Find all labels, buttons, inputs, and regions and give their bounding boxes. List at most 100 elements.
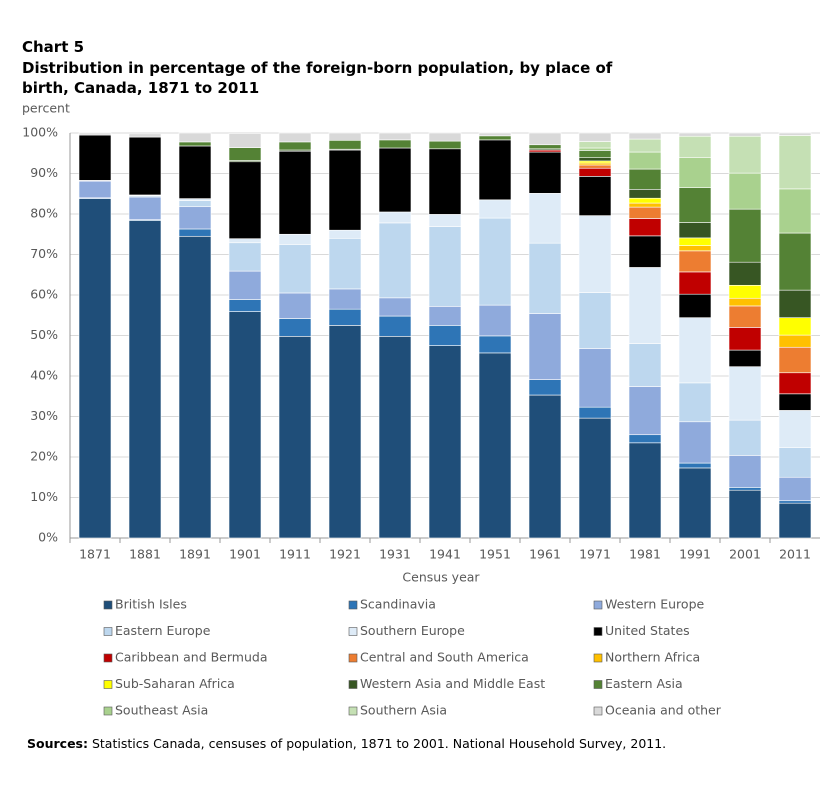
bar-segment (228, 270, 262, 300)
bar-segment (128, 196, 162, 220)
bar-segment (378, 297, 412, 317)
bar-segment (228, 299, 262, 312)
bar-segment (528, 144, 562, 150)
bar-segment (628, 434, 662, 444)
bar-segment (228, 311, 262, 539)
bar-segment (428, 132, 462, 142)
bar-segment (378, 147, 412, 213)
bar-segment (578, 141, 612, 149)
bar-segment (128, 136, 162, 196)
bar-segment (578, 176, 612, 216)
legend-swatch (348, 653, 358, 663)
bar-segment (678, 245, 712, 252)
legend-label: Eastern Europe (115, 623, 211, 638)
bar-segment (428, 345, 462, 539)
x-tick-label: 1891 (179, 547, 211, 562)
legend-label: Sub-Saharan Africa (115, 676, 235, 691)
legend-swatch (593, 706, 603, 716)
bar-segment (478, 139, 512, 201)
legend-swatch (103, 653, 113, 663)
bar-segment (228, 147, 262, 161)
y-tick-label: 10% (30, 489, 58, 504)
bar-segment (728, 297, 762, 307)
bar-segment (578, 292, 612, 349)
bar-segment (578, 417, 612, 539)
bar-segment (678, 271, 712, 295)
bar-segment (628, 206, 662, 219)
bar-segment (178, 198, 212, 201)
legend-swatch (103, 680, 113, 689)
x-tick-label: 1881 (129, 547, 161, 562)
bar-segment (528, 132, 562, 146)
bar-segment (778, 502, 812, 539)
legend-label: Western Europe (605, 597, 705, 612)
legend-label: Eastern Asia (605, 676, 683, 691)
bar-segment (778, 188, 812, 234)
y-tick-label: 60% (30, 287, 58, 302)
bar-segment (578, 215, 612, 293)
bar-segment (428, 325, 462, 346)
bar-segment (178, 228, 212, 237)
bar-segment (278, 150, 312, 235)
bar-segment (328, 149, 362, 231)
bar-segment (728, 261, 762, 286)
legend-label: British Isles (115, 597, 187, 612)
legend-swatch (348, 627, 358, 636)
bar-segment (178, 235, 212, 539)
bar-segment (628, 168, 662, 190)
bar-segment (628, 386, 662, 436)
bar-segment (528, 242, 562, 314)
bar-segment (328, 229, 362, 239)
bar-segment (228, 242, 262, 272)
bar-segment (528, 394, 562, 539)
bar-segment (678, 222, 712, 239)
bar-segment (528, 151, 562, 194)
bar-segment (678, 382, 712, 423)
bar-segment (778, 476, 812, 502)
bar-segment (228, 161, 262, 240)
bar-segment (478, 335, 512, 354)
bar-segment (478, 132, 512, 137)
bar-segment (278, 292, 312, 319)
bar-segment (778, 372, 812, 395)
bar-segment (278, 318, 312, 337)
bar-segment (578, 147, 612, 151)
bar-segment (578, 150, 612, 159)
bar-segment (428, 226, 462, 307)
x-tick-label: 1961 (529, 547, 561, 562)
x-tick-label: 1911 (279, 547, 311, 562)
bar-segment (678, 317, 712, 384)
bar-segment (378, 132, 412, 141)
bar-segment (378, 139, 412, 149)
bar-segment (428, 214, 462, 227)
legend-label: Oceania and other (605, 703, 722, 718)
y-axis-label: percent (22, 101, 70, 116)
bar-segment (378, 211, 412, 224)
legend-swatch (103, 600, 113, 610)
bar-segment (128, 220, 162, 539)
legend-swatch (103, 627, 113, 636)
legend-swatch (593, 627, 603, 636)
bar-segment (728, 305, 762, 328)
bar-segment (778, 334, 812, 348)
bar-segment (628, 197, 662, 204)
bar-segment (578, 167, 612, 177)
bar-segment (728, 327, 762, 351)
bar-segment (328, 325, 362, 539)
bar-segment (728, 489, 762, 539)
y-tick-label: 100% (22, 125, 58, 140)
bar-segment (328, 238, 362, 290)
bar-segment (578, 164, 612, 169)
bar-segment (678, 293, 712, 318)
x-tick-label: 2011 (779, 547, 811, 562)
legend-label: Western Asia and Middle East (360, 676, 545, 691)
bar-segment (778, 500, 812, 504)
bar-segment (328, 132, 362, 141)
bar-segment (578, 406, 612, 419)
x-axis-label: Census year (402, 570, 480, 585)
bar-segment (728, 455, 762, 488)
legend-label: Scandinavia (360, 597, 436, 612)
bar-segment (478, 304, 512, 337)
bar-segment (528, 379, 562, 396)
